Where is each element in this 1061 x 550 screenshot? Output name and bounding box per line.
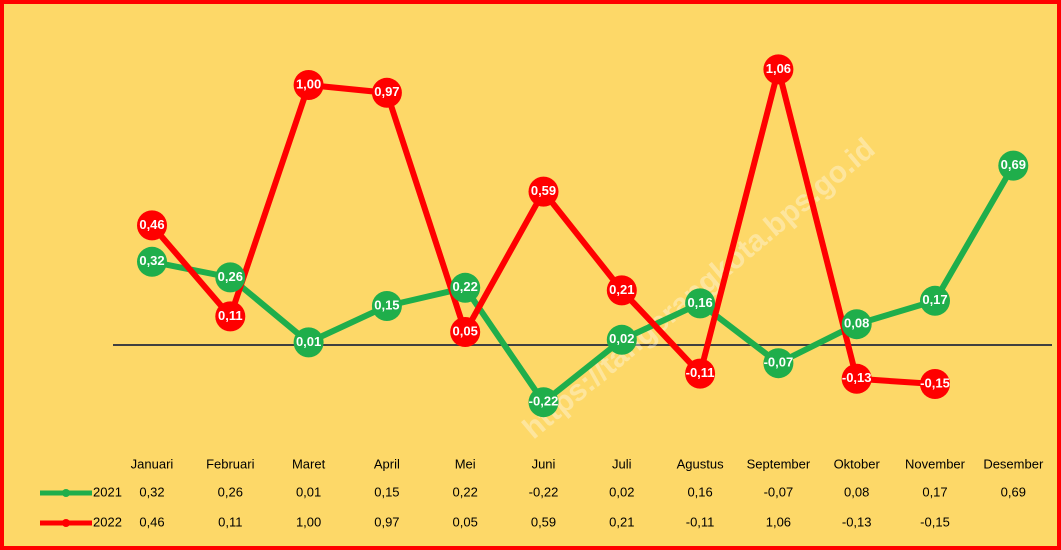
legend-label: 2022 (93, 514, 122, 529)
category-label: September (747, 456, 811, 471)
data-label: 0,02 (609, 331, 634, 346)
table-value: 0,17 (922, 484, 947, 499)
table-value: 0,16 (687, 484, 712, 499)
marker (606, 324, 637, 355)
table-value: -0,13 (842, 514, 872, 529)
table-value: 0,01 (296, 484, 321, 499)
category-label: Desember (983, 456, 1044, 471)
data-label: 0,16 (687, 295, 712, 310)
data-label: 0,11 (218, 308, 243, 323)
marker (293, 327, 324, 358)
table-value: 1,06 (766, 514, 791, 529)
legend-marker (62, 489, 70, 497)
table-value: 0,21 (609, 514, 634, 529)
table-value: -0,22 (529, 484, 559, 499)
table-value: 0,46 (139, 514, 164, 529)
table-value: -0,15 (920, 514, 950, 529)
marker (293, 70, 324, 100)
table-value: 0,15 (374, 484, 399, 499)
marker (137, 246, 167, 277)
category-label: Juli (612, 456, 632, 471)
data-label: 0,32 (139, 253, 164, 268)
category-label: Juni (532, 456, 556, 471)
data-label: -0,13 (842, 370, 872, 385)
marker (450, 272, 481, 303)
marker (685, 358, 716, 389)
table-value: 0,08 (844, 484, 869, 499)
data-label: 0,15 (374, 297, 399, 312)
data-label: 0,17 (922, 292, 947, 307)
data-label: -0,11 (686, 365, 715, 380)
category-label: Agustus (677, 456, 724, 471)
marker (371, 77, 402, 108)
data-label: -0,15 (920, 375, 950, 390)
marker (763, 348, 794, 379)
marker (998, 150, 1029, 181)
table-value: 0,05 (453, 514, 478, 529)
table-value: 0,32 (139, 484, 164, 499)
category-label: April (374, 456, 400, 471)
category-label: Januari (131, 456, 174, 471)
data-label: -0,22 (529, 394, 559, 409)
table-value: -0,07 (764, 484, 794, 499)
marker (685, 288, 716, 319)
marker (528, 387, 559, 418)
category-label: November (905, 456, 966, 471)
marker (137, 210, 167, 241)
data-label: 0,05 (453, 323, 478, 338)
table-value: 0,22 (453, 484, 478, 499)
marker (920, 369, 950, 399)
table-value: 0,59 (531, 514, 556, 529)
table-value: 0,02 (609, 484, 634, 499)
data-label: 1,00 (296, 76, 321, 91)
marker (215, 301, 246, 332)
table-value: 0,69 (1001, 484, 1026, 499)
category-label: Oktober (834, 456, 881, 471)
marker (450, 317, 481, 347)
category-label: Maret (292, 456, 326, 471)
data-label: 0,22 (453, 279, 478, 294)
table-value: -0,11 (686, 514, 715, 529)
data-label: 0,97 (374, 84, 399, 99)
legend-marker (62, 519, 70, 527)
marker (215, 262, 246, 293)
marker (841, 309, 872, 340)
data-label: 1,06 (766, 61, 791, 76)
category-label: Mei (455, 456, 476, 471)
marker (920, 285, 950, 316)
marker (606, 275, 637, 306)
data-label: 0,01 (296, 334, 321, 349)
table-value: 1,00 (296, 514, 321, 529)
marker (371, 291, 402, 321)
data-label: 0,59 (531, 183, 556, 198)
data-label: -0,07 (764, 355, 794, 370)
table-value: 0,11 (218, 514, 242, 529)
table-value: 0,97 (374, 514, 399, 529)
legend-label: 2021 (93, 484, 122, 499)
table-value: 0,26 (218, 484, 243, 499)
category-label: Februari (206, 456, 255, 471)
data-label: 0,08 (844, 316, 869, 331)
data-label: 0,69 (1001, 157, 1026, 172)
data-label: 0,46 (139, 217, 164, 232)
marker (763, 54, 794, 85)
marker (528, 176, 559, 207)
marker (841, 363, 872, 394)
data-label: 0,26 (218, 269, 243, 284)
data-label: 0,21 (609, 282, 634, 297)
